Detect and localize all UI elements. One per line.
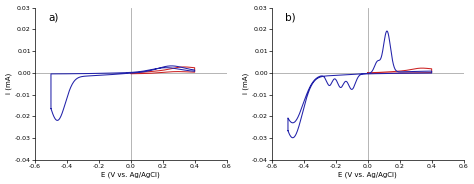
- Text: b): b): [285, 12, 296, 22]
- X-axis label: E (V vs. Ag/AgCl): E (V vs. Ag/AgCl): [338, 172, 397, 178]
- Text: a): a): [48, 12, 59, 22]
- X-axis label: E (V vs. Ag/AgCl): E (V vs. Ag/AgCl): [101, 172, 160, 178]
- Y-axis label: i (mA): i (mA): [243, 73, 249, 94]
- Y-axis label: i (mA): i (mA): [6, 73, 12, 94]
